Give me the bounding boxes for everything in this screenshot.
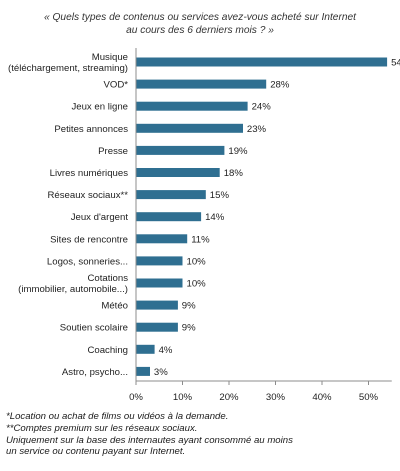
category-label-line: Musique xyxy=(92,52,128,63)
category-label-line: Livres numériques xyxy=(50,168,129,179)
bar-4 xyxy=(136,145,225,155)
footnotes: *Location ou achat de films ou vidéos à … xyxy=(6,411,396,458)
value-label-12: 9% xyxy=(182,323,196,334)
category-label-2: Jeux en ligne xyxy=(71,102,128,113)
chart-title-line-2: au cours des 6 derniers mois ? » xyxy=(126,25,274,36)
category-label-4: Presse xyxy=(98,146,128,157)
footnote-social: **Comptes premium sur les réseaux sociau… xyxy=(6,422,198,434)
category-label-line: Astro, psycho... xyxy=(62,367,128,378)
bar-2 xyxy=(136,101,248,111)
x-tick-label-4: 40% xyxy=(312,392,332,403)
value-label-9: 10% xyxy=(187,256,207,267)
bar-3 xyxy=(136,123,243,133)
x-tick-label-1: 10% xyxy=(173,392,193,403)
category-label-line: Soutien scolaire xyxy=(60,323,128,334)
category-label-12: Soutien scolaire xyxy=(60,323,128,334)
category-label-line: Logos, sonneries... xyxy=(47,256,128,267)
value-label-0: 54% xyxy=(391,58,400,69)
bar-14 xyxy=(136,366,150,376)
category-label-line: Jeux en ligne xyxy=(71,102,128,113)
category-label-14: Astro, psycho... xyxy=(62,367,128,378)
value-label-7: 14% xyxy=(205,212,225,223)
bar-13 xyxy=(136,344,155,354)
value-label-10: 10% xyxy=(187,279,207,290)
value-label-6: 15% xyxy=(210,190,230,201)
category-label-line: Jeux d'argent xyxy=(71,212,129,223)
category-label-0: Musique (téléchargement, streaming) xyxy=(8,52,128,74)
x-tick-label-3: 30% xyxy=(266,392,286,403)
category-label-line: Réseaux sociaux** xyxy=(47,190,128,201)
chart-title-line-1: « Quels types de contenus ou services av… xyxy=(43,12,357,23)
x-tick-label-0: 0% xyxy=(129,392,143,403)
bar-chart: 54% Musique(téléchargement, streaming) 28%… xyxy=(8,48,400,403)
value-label-3: 23% xyxy=(247,124,267,135)
value-label-1: 28% xyxy=(270,80,290,91)
category-label-line: (immobilier, automobile...) xyxy=(18,284,128,295)
bar-10 xyxy=(136,278,183,288)
value-label-13: 4% xyxy=(159,345,173,356)
category-label-line: Sites de rencontre xyxy=(50,234,128,245)
category-label-10: Cotations (immobilier, automobile...) xyxy=(18,273,128,295)
category-label-line: (téléchargement, streaming) xyxy=(8,63,128,74)
category-label-5: Livres numériques xyxy=(50,168,129,179)
x-tick-label-5: 50% xyxy=(359,392,379,403)
footnote-base-line-1: Uniquement sur la base des internautes a… xyxy=(6,434,293,446)
category-label-line: Petites annonces xyxy=(54,124,128,135)
category-label-11: Météo xyxy=(101,301,128,312)
bar-12 xyxy=(136,322,178,332)
value-label-14: 3% xyxy=(154,367,168,378)
value-label-11: 9% xyxy=(182,301,196,312)
bar-5 xyxy=(136,168,220,177)
category-label-line: Météo xyxy=(101,301,128,312)
bar-11 xyxy=(136,300,178,310)
category-label-line: Coaching xyxy=(87,345,128,356)
category-label-line: VOD* xyxy=(103,80,128,91)
value-label-8: 11% xyxy=(191,234,210,245)
footnote-vod: *Location ou achat de films ou vidéos à … xyxy=(6,411,229,422)
x-tick-label-2: 20% xyxy=(219,392,239,403)
value-label-4: 19% xyxy=(228,146,248,157)
bar-6 xyxy=(136,190,206,200)
category-label-7: Jeux d'argent xyxy=(71,212,129,223)
bar-8 xyxy=(136,234,188,244)
footnote-base-line-2: un service ou contenu payant sur Interne… xyxy=(6,446,186,458)
value-label-5: 18% xyxy=(224,168,244,179)
category-label-8: Sites de rencontre xyxy=(50,234,128,245)
category-label-6: Réseaux sociaux** xyxy=(47,190,128,201)
category-label-1: VOD* xyxy=(103,80,128,91)
category-label-13: Coaching xyxy=(87,345,128,356)
category-label-9: Logos, sonneries... xyxy=(47,256,128,267)
bar-9 xyxy=(136,256,183,266)
bar-7 xyxy=(136,212,202,222)
bar-1 xyxy=(136,79,267,89)
bar-0 xyxy=(136,57,388,67)
category-label-3: Petites annonces xyxy=(54,124,128,135)
category-label-line: Cotations xyxy=(87,273,128,284)
value-label-2: 24% xyxy=(252,102,272,113)
category-label-line: Presse xyxy=(98,146,128,157)
